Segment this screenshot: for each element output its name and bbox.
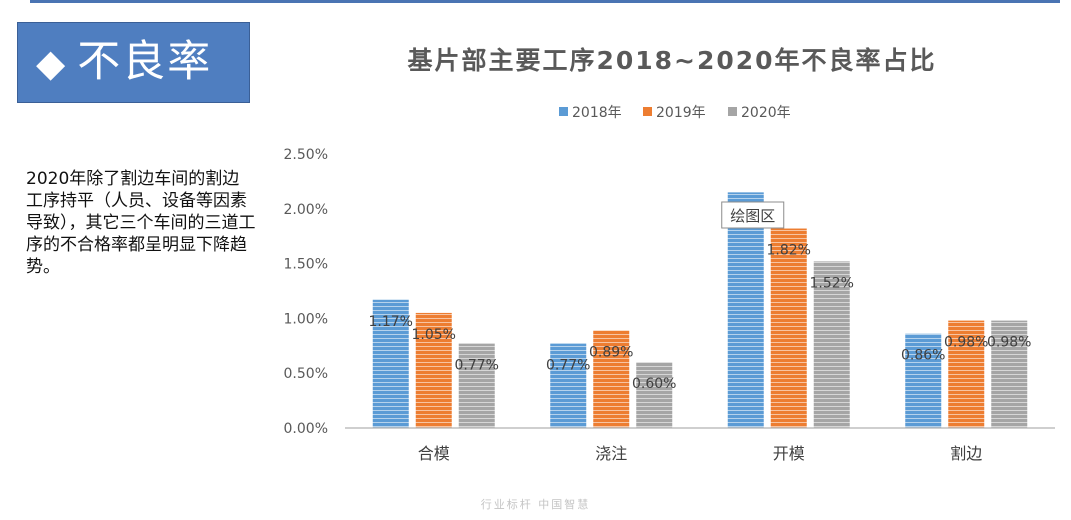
x-category-label: 浇注	[595, 444, 627, 463]
section-title: 不良率	[77, 37, 213, 87]
y-tick-label: 0.50%	[284, 366, 328, 382]
top-rule	[30, 0, 1060, 3]
footer-watermark: 行业标杆 中国智慧	[480, 498, 591, 511]
x-category-label: 合模	[418, 444, 450, 463]
bar	[991, 320, 1028, 428]
data-label: 0.60%	[632, 376, 676, 392]
side-note: 2020年除了割边车间的割边工序持平（人员、设备等因素导致），其它三个车间的三道…	[26, 169, 256, 277]
legend-swatch	[728, 107, 737, 116]
bar	[458, 343, 495, 428]
legend-swatch	[643, 107, 652, 116]
y-tick-label: 2.50%	[284, 147, 328, 163]
data-label: 0.77%	[455, 358, 499, 374]
bar	[727, 192, 764, 428]
chart-title: 基片部主要工序2018~2020年不良率占比	[407, 46, 936, 75]
legend-label: 2020年	[741, 105, 791, 121]
data-label: 1.82%	[767, 243, 811, 259]
bar	[636, 362, 673, 428]
data-label: 0.86%	[901, 348, 945, 364]
legend-label: 2018年	[572, 105, 622, 121]
x-category-label: 割边	[950, 444, 982, 463]
legend-swatch	[559, 107, 568, 116]
bar	[593, 330, 630, 428]
x-category-label: 开模	[773, 444, 805, 463]
bar	[813, 261, 850, 428]
data-label: 0.98%	[944, 335, 988, 351]
bar	[770, 228, 807, 428]
data-label: 1.05%	[412, 327, 456, 343]
bar	[372, 299, 409, 428]
data-label: 1.52%	[810, 275, 854, 291]
legend-label: 2019年	[656, 105, 706, 121]
data-label: 0.89%	[589, 344, 633, 360]
bar	[948, 320, 985, 428]
bar	[415, 312, 452, 428]
y-tick-label: 0.00%	[284, 421, 328, 437]
data-label: 1.17%	[369, 314, 413, 330]
diamond-icon: ◆	[36, 40, 66, 85]
bar	[550, 343, 587, 428]
bar	[905, 333, 942, 428]
y-tick-label: 2.00%	[284, 202, 328, 218]
tooltip-text: 绘图区	[730, 207, 775, 225]
section-title-box: ◆ 不良率	[17, 22, 250, 103]
data-label: 0.77%	[546, 358, 590, 374]
y-tick-label: 1.00%	[284, 311, 328, 327]
data-label: 0.98%	[987, 335, 1031, 351]
y-tick-label: 1.50%	[284, 257, 328, 273]
tooltip-box	[721, 201, 785, 229]
